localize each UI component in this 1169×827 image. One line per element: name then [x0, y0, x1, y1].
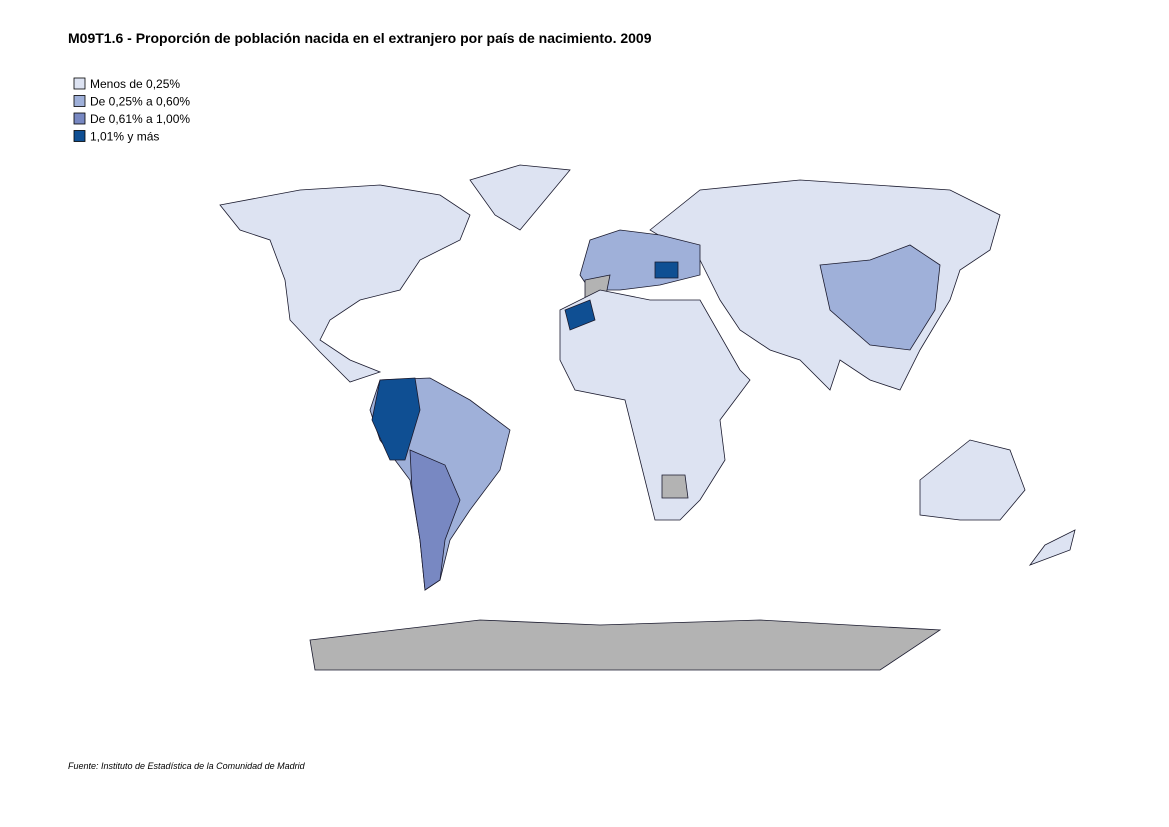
legend-swatch: [73, 112, 86, 125]
australia: [919, 439, 1026, 521]
legend: Menos de 0,25% De 0,25% a 0,60% De 0,61% a…: [73, 77, 190, 144]
world-map: [219, 164, 1076, 671]
andean-countries: [371, 377, 421, 461]
africa: [559, 289, 751, 521]
legend-label: De 0,25% a 0,60%: [90, 95, 190, 109]
china: [819, 244, 941, 351]
greenland: [469, 164, 571, 231]
southern-cone: [409, 449, 461, 591]
legend-swatch: [73, 95, 86, 107]
antarctica: [309, 619, 942, 671]
legend-label: Menos de 0,25%: [90, 77, 180, 91]
new-zealand: [1028, 529, 1076, 566]
legend-label: De 0,61% a 1,00%: [90, 112, 190, 126]
botswana: [661, 474, 689, 499]
north-america: [219, 184, 471, 383]
romania: [654, 261, 679, 279]
source-note: Fuente: Instituto de Estadística de la C…: [68, 761, 306, 771]
map-title: M09T1.6 - Proporción de población nacida…: [68, 30, 652, 46]
legend-swatch: [73, 130, 86, 142]
legend-swatch: [73, 77, 86, 90]
legend-label: 1,01% y más: [90, 130, 159, 144]
morocco: [564, 299, 596, 331]
